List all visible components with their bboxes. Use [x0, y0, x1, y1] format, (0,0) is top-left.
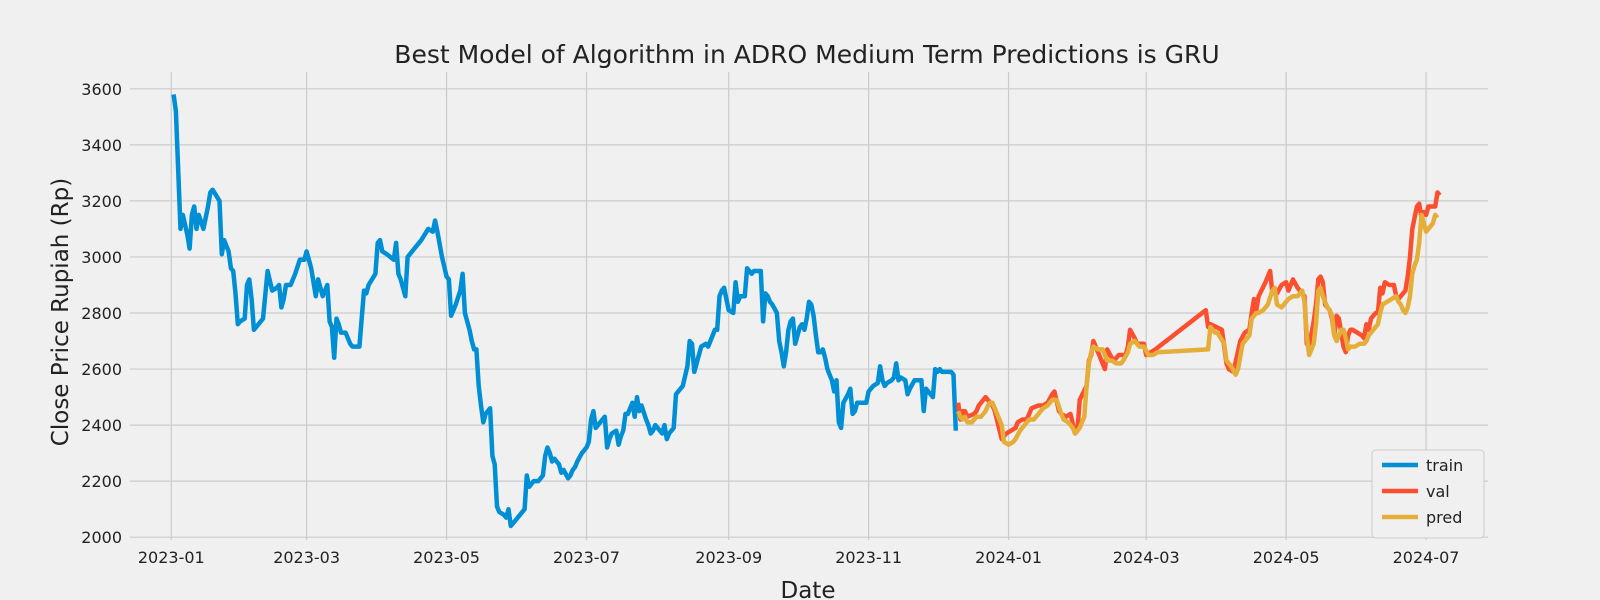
legend-label-train: train — [1426, 456, 1463, 475]
series-line-pred — [956, 212, 1440, 447]
x-tick-label: 2023-09 — [695, 548, 762, 567]
series-line-train — [171, 94, 959, 529]
y-tick-label: 3400 — [81, 136, 122, 155]
x-tick-label: 2024-05 — [1253, 548, 1320, 567]
x-tick-label: 2024-07 — [1393, 548, 1460, 567]
chart-title: Best Model of Algorithm in ADRO Medium T… — [394, 40, 1219, 69]
x-tick-label: 2023-11 — [835, 548, 902, 567]
y-tick-label: 2800 — [81, 304, 122, 323]
x-tick-label: 2023-01 — [138, 548, 205, 567]
x-tick-label: 2023-03 — [273, 548, 340, 567]
y-tick-label: 3000 — [81, 248, 122, 267]
series-lines — [171, 94, 1442, 529]
x-tick-label: 2024-03 — [1113, 548, 1180, 567]
legend-label-val: val — [1426, 482, 1450, 501]
y-tick-label: 2600 — [81, 360, 122, 379]
y-tick-label: 3600 — [81, 80, 122, 99]
series-line-val — [955, 190, 1442, 442]
tick-labels: 2000 2200 2400 2600 2800 3000 3200 3400 3600 2023… — [81, 80, 1459, 567]
legend: train val pred — [1371, 449, 1485, 539]
y-tick-label: 2200 — [81, 472, 122, 491]
x-axis-label: Date — [781, 578, 836, 600]
y-tick-label: 2000 — [81, 528, 122, 547]
x-tick-label: 2023-05 — [413, 548, 480, 567]
y-tick-label: 2400 — [81, 416, 122, 435]
y-axis-label: Close Price Rupiah (Rp) — [48, 178, 74, 446]
x-tick-label: 2023-07 — [553, 548, 620, 567]
legend-label-pred: pred — [1426, 508, 1462, 527]
y-tick-label: 3200 — [81, 192, 122, 211]
x-tick-label: 2024-01 — [975, 548, 1042, 567]
